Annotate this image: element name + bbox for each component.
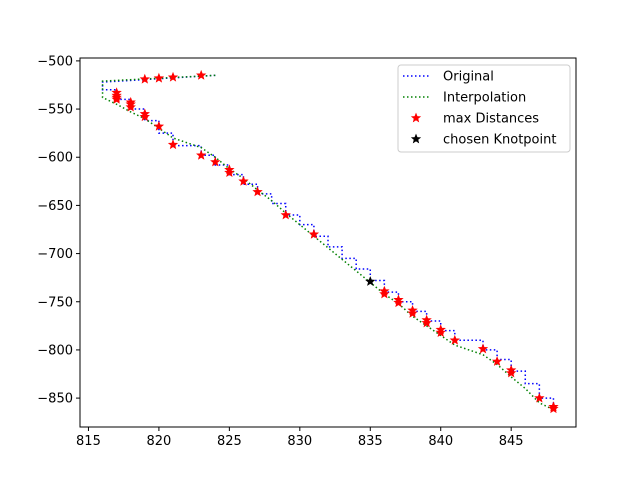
axis-ticks: 815 820 825 830 835 840 845 −500 −550 −600 −650 −70… bbox=[37, 54, 523, 449]
y-tick-label: −750 bbox=[37, 295, 73, 310]
max-distance-marker bbox=[196, 149, 207, 160]
max-distance-marker bbox=[252, 186, 263, 197]
x-tick-label: 830 bbox=[287, 434, 312, 449]
max-distance-marker bbox=[393, 297, 404, 308]
legend-box bbox=[397, 64, 571, 153]
y-tick-label: −800 bbox=[37, 343, 73, 358]
max-distance-marker bbox=[449, 334, 460, 345]
max-distance-marker bbox=[308, 228, 320, 239]
legend-swatch-star bbox=[410, 112, 422, 123]
max-distance-marker bbox=[435, 327, 446, 337]
max-distance-marker bbox=[139, 73, 150, 84]
max-distance-marker bbox=[167, 139, 179, 150]
legend: Original Interpolation max Distances chosen… bbox=[397, 64, 571, 153]
max-distance-marker bbox=[534, 392, 545, 403]
max-distance-marker bbox=[167, 71, 179, 82]
plot-area bbox=[101, 69, 559, 414]
legend-label: chosen Knotpoint bbox=[443, 133, 556, 148]
x-tick-label: 840 bbox=[428, 434, 453, 449]
y-tick-label: −850 bbox=[37, 392, 73, 407]
max-distance-marker bbox=[111, 94, 122, 104]
max-distance-marker bbox=[379, 288, 390, 299]
x-tick-label: 845 bbox=[499, 434, 524, 449]
series-line-original bbox=[101, 74, 555, 410]
legend-label: max Distances bbox=[443, 112, 539, 127]
y-tick-label: −650 bbox=[37, 199, 73, 214]
x-tick-label: 820 bbox=[146, 434, 171, 449]
max-distance-marker bbox=[407, 307, 418, 318]
max-distance-marker bbox=[153, 72, 165, 83]
max-distance-marker bbox=[506, 367, 517, 378]
max-distance-marker bbox=[280, 209, 291, 220]
y-tick-label: −600 bbox=[37, 151, 73, 166]
legend-swatch-star bbox=[410, 133, 422, 144]
max-distance-marker bbox=[238, 175, 249, 186]
max-distance-marker bbox=[491, 356, 503, 366]
y-tick-label: −500 bbox=[37, 54, 73, 69]
max-distance-marker bbox=[477, 343, 489, 354]
axes-frame bbox=[79, 57, 577, 428]
max-distance-marker bbox=[139, 111, 150, 122]
x-tick-label: 835 bbox=[358, 434, 383, 449]
max-distance-marker bbox=[210, 156, 221, 167]
y-tick-label: −550 bbox=[37, 103, 73, 118]
max-distance-marker bbox=[153, 120, 165, 131]
x-tick-label: 825 bbox=[217, 434, 242, 449]
max-distance-marker bbox=[196, 69, 207, 80]
x-tick-label: 815 bbox=[76, 434, 101, 449]
y-tick-label: −700 bbox=[37, 247, 73, 262]
knotpoint-marker bbox=[365, 276, 376, 286]
legend-label: Interpolation bbox=[443, 91, 526, 106]
max-distance-marker bbox=[548, 403, 559, 414]
legend-label: Original bbox=[443, 70, 494, 85]
max-distance-marker bbox=[421, 317, 432, 328]
max-distance-marker bbox=[125, 101, 136, 112]
max-distance-marker bbox=[224, 167, 235, 178]
